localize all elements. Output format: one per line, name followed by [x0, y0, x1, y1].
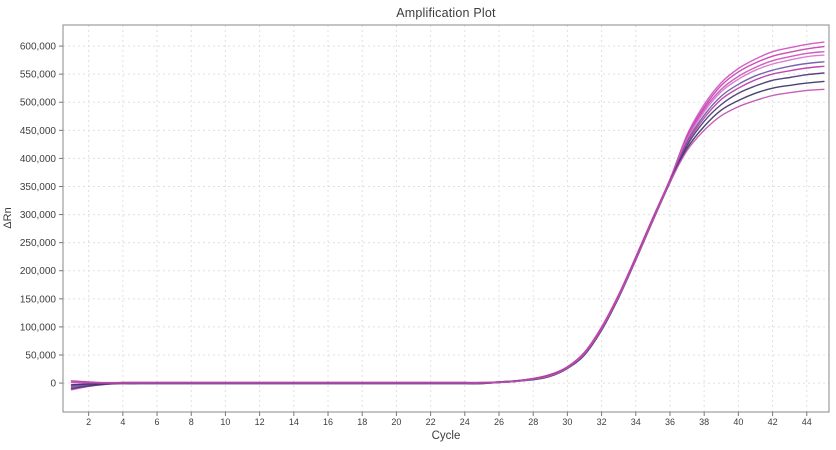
y-axis-title: ΔRn	[2, 207, 14, 229]
x-tick-label: 44	[802, 417, 812, 427]
x-tick-label: 20	[391, 417, 401, 427]
x-tick-label: 26	[494, 417, 504, 427]
x-tick-label: 4	[120, 417, 125, 427]
x-tick-label: 42	[768, 417, 778, 427]
y-tick-label: 150,000	[20, 294, 57, 305]
x-tick-label: 18	[357, 417, 367, 427]
y-tick-label: 200,000	[20, 266, 57, 277]
amplification-curve-curve-4	[70, 54, 825, 384]
plot-border	[62, 24, 830, 413]
amplification-curve-curve-2	[70, 45, 825, 389]
y-tick-label: 100,000	[20, 322, 57, 333]
y-tick-label: 400,000	[20, 154, 57, 165]
amplification-curve-curve-9	[70, 88, 825, 384]
x-tick-label: 14	[289, 417, 299, 427]
y-tick-label: 50,000	[25, 350, 56, 361]
y-tick-label: 250,000	[20, 238, 57, 249]
x-tick-label: 10	[220, 417, 230, 427]
amplification-curve-curve-8	[70, 80, 825, 386]
y-tick-label: 600,000	[20, 42, 57, 53]
y-tick-label: 500,000	[20, 98, 57, 109]
y-tick-label: 350,000	[20, 182, 57, 193]
x-tick-label: 22	[426, 417, 436, 427]
x-tick-label: 6	[155, 417, 160, 427]
x-tick-label: 28	[528, 417, 538, 427]
x-tick-label: 38	[699, 417, 709, 427]
y-tick-label: 450,000	[20, 126, 57, 137]
x-tick-label: 30	[562, 417, 572, 427]
x-axis-title: Cycle	[431, 430, 461, 442]
amplification-curve-curve-1	[70, 41, 825, 386]
y-tick-label: 300,000	[20, 210, 57, 221]
x-tick-label: 32	[597, 417, 607, 427]
y-tick-label: 0	[50, 379, 56, 390]
x-tick-label: 36	[665, 417, 675, 427]
x-tick-label: 34	[631, 417, 641, 427]
y-tick-label: 550,000	[20, 70, 57, 81]
x-tick-label: 24	[460, 417, 470, 427]
x-tick-label: 2	[86, 417, 91, 427]
x-tick-label: 40	[733, 417, 743, 427]
chart-title: Amplification Plot	[396, 6, 496, 20]
x-tick-label: 16	[323, 417, 333, 427]
amplification-curve-curve-7	[70, 72, 825, 390]
x-tick-label: 8	[189, 417, 194, 427]
x-tick-label: 12	[255, 417, 265, 427]
